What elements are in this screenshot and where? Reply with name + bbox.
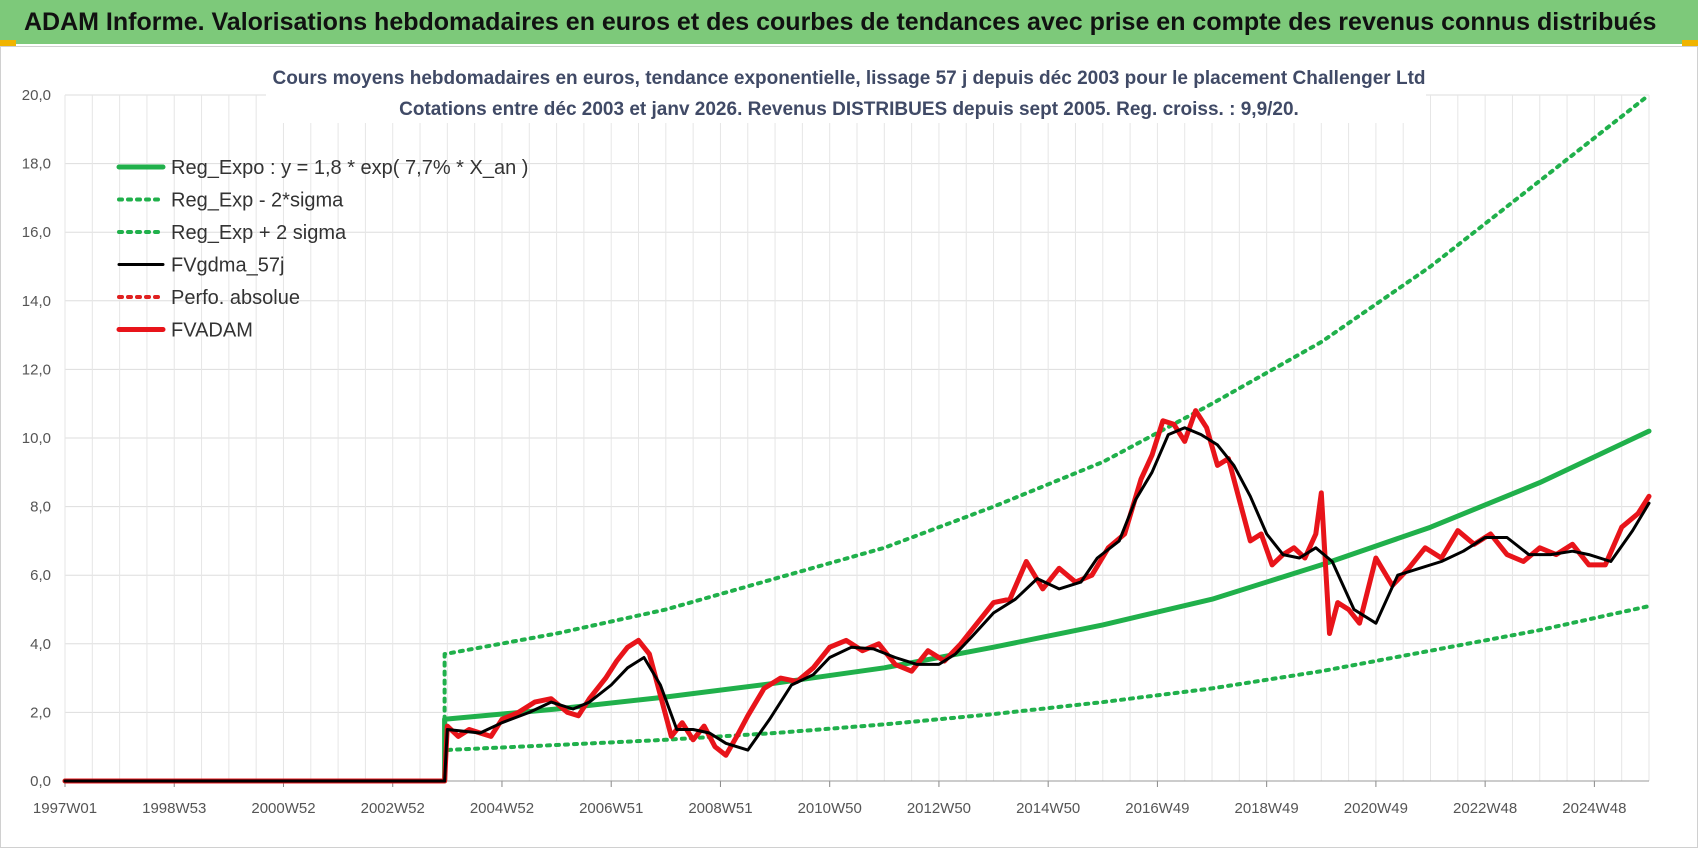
y-tick-label: 4,0 xyxy=(30,636,51,653)
report-header-title: ADAM Informe. Valorisations hebdomadaire… xyxy=(24,8,1657,36)
legend-label: Perfo. absolue xyxy=(171,287,300,309)
legend-label: FVgdma_57j xyxy=(171,255,284,277)
x-tick-label: 2022W48 xyxy=(1453,800,1517,817)
chart-series-layer xyxy=(62,93,1652,784)
y-tick-label: 10,0 xyxy=(22,430,51,447)
corner-mark-right xyxy=(1682,40,1698,46)
x-tick-label: 2014W50 xyxy=(1016,800,1080,817)
x-tick-label: 1997W01 xyxy=(33,800,97,817)
x-tick-label: 2018W49 xyxy=(1235,800,1299,817)
x-tick-label: 2004W52 xyxy=(470,800,534,817)
x-tick-label: 2016W49 xyxy=(1125,800,1189,817)
chart-svg: 0,0 2,0 4,0 6,0 8,0 10,0 12,0 14,0 16,0 18,0 20,0 1… xyxy=(22,59,1652,817)
y-tick-label: 6,0 xyxy=(30,567,51,584)
y-tick-label: 14,0 xyxy=(22,293,51,310)
y-tick-label: 8,0 xyxy=(30,499,51,516)
chart-title-line1: Cours moyens hebdomadaires en euros, ten… xyxy=(272,68,1425,89)
x-tick-label: 2006W51 xyxy=(579,800,643,817)
report-header: ADAM Informe. Valorisations hebdomadaire… xyxy=(0,0,1698,44)
x-tick-label: 2000W52 xyxy=(251,800,315,817)
y-tick-label: 12,0 xyxy=(22,361,51,378)
title-background xyxy=(266,59,1426,123)
chart-frame: 0,0 2,0 4,0 6,0 8,0 10,0 12,0 14,0 16,0 18,0 20,0 1… xyxy=(0,46,1698,848)
x-tick-label: 2010W50 xyxy=(798,800,862,817)
chart-title-line2: Cotations entre déc 2003 et janv 2026. R… xyxy=(399,99,1299,120)
x-tick-label: 2008W51 xyxy=(688,800,752,817)
x-tick-label: 1998W53 xyxy=(142,800,206,817)
x-tick-label: 2012W50 xyxy=(907,800,971,817)
series-line-2 xyxy=(63,93,1651,783)
legend-label: Reg_Exp + 2 sigma xyxy=(171,222,347,244)
y-tick-label: 18,0 xyxy=(22,156,51,173)
y-tick-label: 16,0 xyxy=(22,224,51,241)
chart-legend: Reg_Expo : y = 1,8 * exp( 7,7% * X_an ) R… xyxy=(116,157,528,342)
series-line-3 xyxy=(63,426,1651,783)
series-line-5 xyxy=(62,408,1652,784)
y-tick-label: 20,0 xyxy=(22,87,51,104)
x-tick-label: 2024W48 xyxy=(1562,800,1626,817)
legend-label: Reg_Exp - 2*sigma xyxy=(171,190,344,212)
x-tick-label: 2020W49 xyxy=(1344,800,1408,817)
corner-mark-left xyxy=(0,40,16,46)
chart-title: Cours moyens hebdomadaires en euros, ten… xyxy=(266,59,1426,123)
y-tick-label: 0,0 xyxy=(30,773,51,790)
y-tick-label: 2,0 xyxy=(30,704,51,721)
x-tick-label: 2002W52 xyxy=(361,800,425,817)
legend-label: Reg_Expo : y = 1,8 * exp( 7,7% * X_an ) xyxy=(171,157,528,179)
legend-label: FVADAM xyxy=(171,320,253,342)
